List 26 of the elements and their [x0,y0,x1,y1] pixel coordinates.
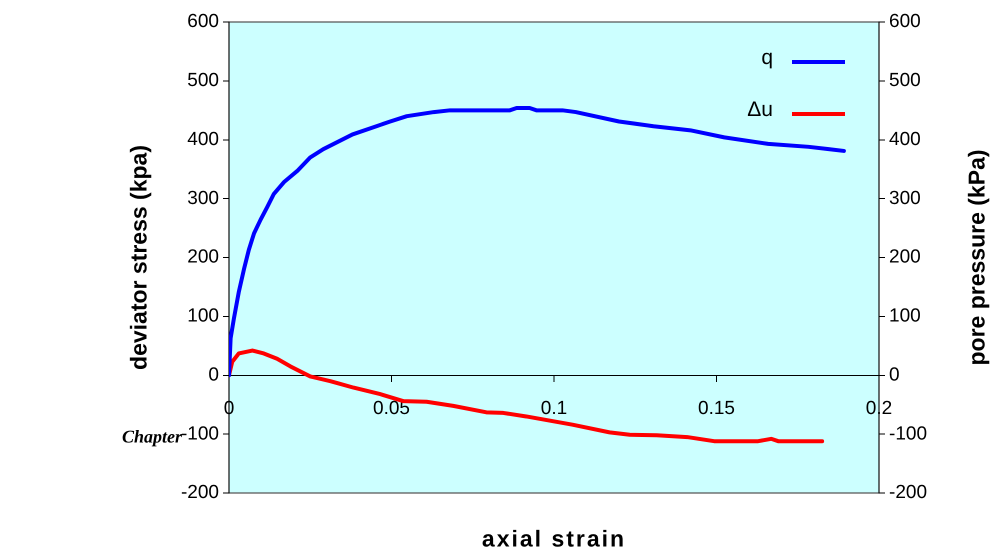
y-tick-label: 0 [208,364,219,386]
y-tick-label: 400 [187,128,219,150]
y-tick-label: 500 [187,70,219,92]
y2-tick-label: 0 [889,364,900,386]
x-tick-label: 0.1 [540,398,568,419]
y-tick-label: 200 [187,246,219,268]
y-tick-label: 100 [187,306,219,327]
y2-tick-label: 200 [889,246,921,268]
y2-tick-label: -100 [889,423,928,444]
y2-tick-label: 400 [889,128,921,150]
y2-tick-label: 300 [889,188,921,209]
x-tick-label: 0.15 [698,398,735,419]
y-tick-label: -100 [180,423,219,444]
y-tick-label: 300 [187,188,219,209]
y-tick-label: -200 [180,482,219,504]
y2-tick-label: -200 [889,482,928,504]
y2-axis-title: pore pressure (kPa) [963,149,990,366]
text: Chapter [122,426,184,447]
legend-label: Δu [747,98,773,121]
y-axis-title: deviator stress (kpa) [125,145,152,370]
legend-label: q [761,46,773,69]
x-axis-title: axial strain [482,525,626,552]
y2-tick-label: 600 [889,11,921,32]
y-tick-label: 600 [187,11,219,32]
y2-tick-label: 500 [889,70,921,92]
y2-tick-label: 100 [889,306,921,327]
